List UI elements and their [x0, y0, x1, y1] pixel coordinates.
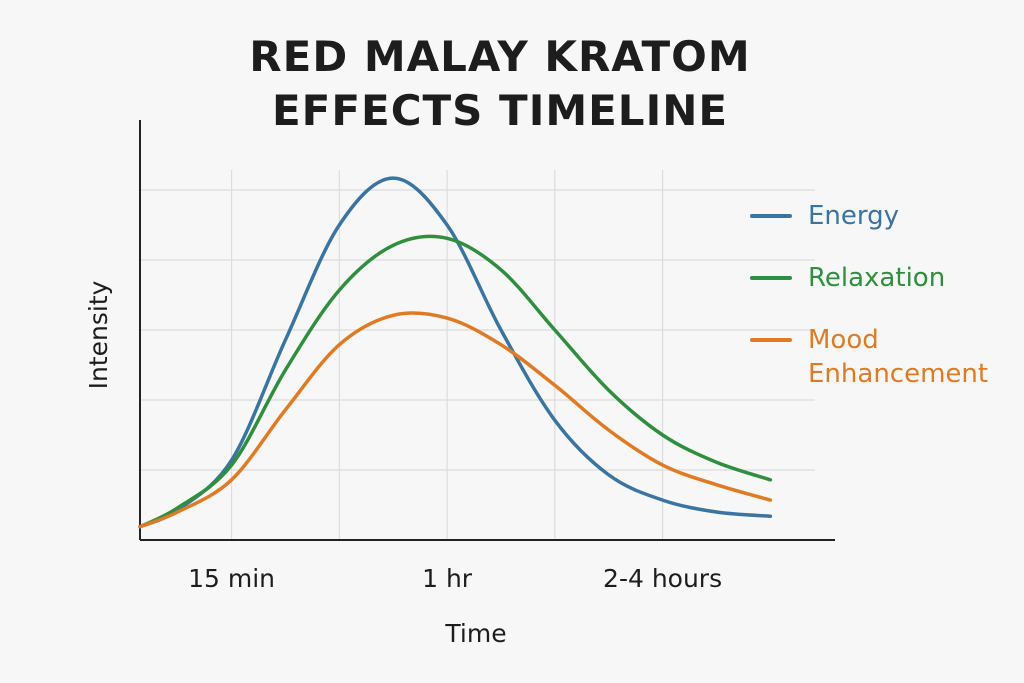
chart-title: RED MALAY KRATOM EFFECTS TIMELINE	[249, 32, 751, 135]
series-line	[138, 234, 773, 529]
x-tick-label: 15 min	[188, 564, 275, 593]
x-axis-label: Time	[444, 619, 506, 648]
y-axis-label: Intensity	[84, 280, 113, 389]
x-tick-label: 1 hr	[422, 564, 473, 593]
series-line	[138, 176, 773, 529]
legend-label: Relaxation	[808, 263, 946, 293]
series-line	[138, 311, 773, 529]
legend-label: Energy	[808, 201, 900, 231]
x-tick-label: 2-4 hours	[603, 564, 722, 593]
legend-label: Mood Enhancement	[808, 325, 989, 389]
